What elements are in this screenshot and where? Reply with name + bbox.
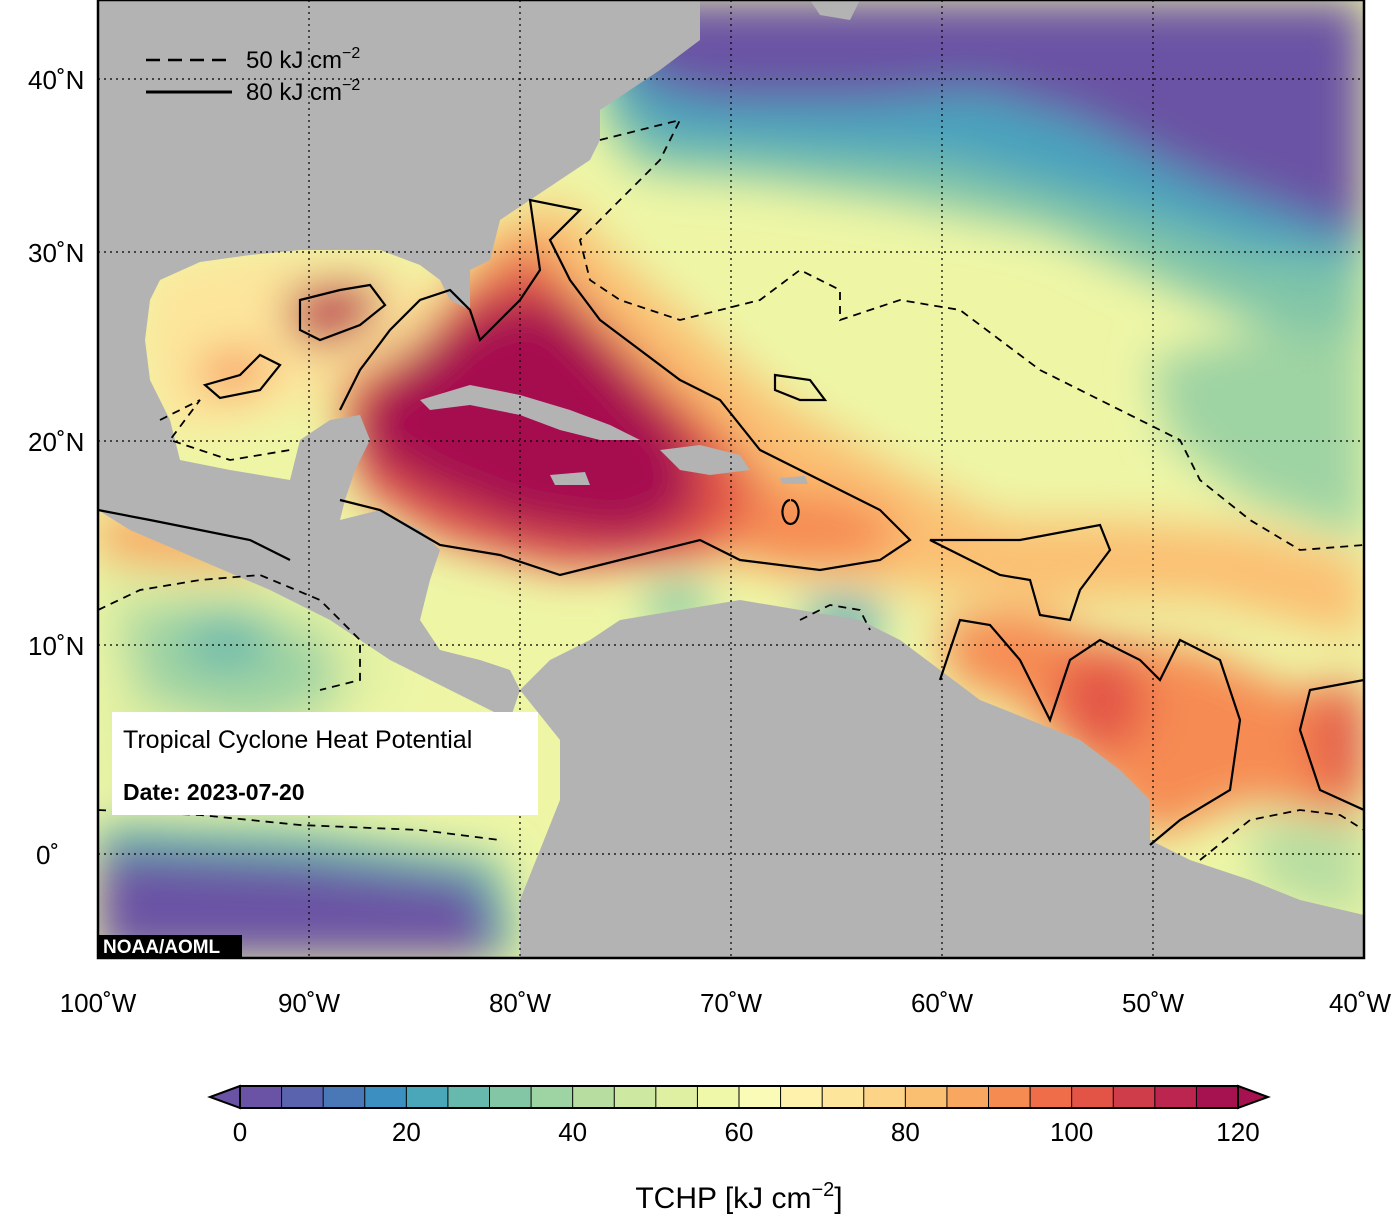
colorbar-cell (531, 1086, 574, 1108)
x-tick-label: 60˚W (911, 988, 974, 1018)
map-frame (96, 0, 1366, 960)
colorbar-cell (240, 1086, 283, 1108)
title-box (112, 712, 538, 815)
colorbar-cell (1154, 1086, 1197, 1108)
y-tick-label: 40˚N (28, 65, 84, 95)
colorbar-tick-label: 100 (1050, 1117, 1093, 1147)
colorbar-cell (822, 1086, 865, 1108)
contour-80-ring-a (781, 498, 800, 526)
colorbar-min-arrow (207, 1084, 241, 1110)
colorbar-cell (281, 1086, 324, 1108)
jamaica-island (550, 472, 590, 485)
south-america-land (520, 600, 1364, 958)
colorbar-cell (489, 1086, 532, 1108)
colorbar-tick-label: 60 (725, 1117, 754, 1147)
contour-legend: 50 kJ cm−2 80 kJ cm−2 (146, 45, 360, 106)
colorbar-cell (447, 1086, 490, 1108)
credit-label: NOAA/AOML (103, 937, 221, 958)
hispaniola-island (660, 445, 750, 475)
contour-80-south (938, 618, 1242, 846)
colorbar-cell (988, 1086, 1031, 1108)
x-tick-label: 100˚W (60, 988, 137, 1018)
map-panel: Tropical Cyclone Heat Potential Date: 20… (98, 0, 1364, 958)
y-tick-label: 0˚ (36, 840, 59, 870)
colorbar-cell (364, 1086, 407, 1108)
colorbar-cell (780, 1086, 823, 1108)
legend-label-50: 50 kJ cm−2 (246, 45, 360, 74)
map-title: Tropical Cyclone Heat Potential (123, 726, 472, 754)
colorbar-title: TCHP [kJ cm−2] (635, 1179, 842, 1215)
contour-50-north (579, 118, 1364, 551)
date-label: Date: 2023-07-20 (123, 779, 305, 805)
y-axis: 40˚N 30˚N 20˚N 10˚N 0˚ (28, 65, 84, 870)
colorbar-cell (1030, 1086, 1073, 1108)
colorbar-cell (863, 1086, 906, 1108)
contour-50-carib (799, 604, 871, 631)
colorbar-cell (572, 1086, 615, 1108)
contour-50-pacific (98, 574, 361, 691)
credit-box (98, 935, 242, 958)
greenland-tip-land (810, 0, 860, 20)
contour-80-east (929, 523, 1112, 622)
x-tick-label: 50˚W (1122, 988, 1185, 1018)
contour-50-gulf (159, 399, 291, 461)
colorbar: 0 20 40 60 80 100 120 TCHP [kJ cm−2] (207, 1084, 1271, 1215)
x-tick-label: 80˚W (489, 988, 552, 1018)
contour-50-lines (98, 118, 1364, 861)
y-tick-label: 30˚N (28, 238, 84, 268)
x-axis: 100˚W 90˚W 80˚W 70˚W 60˚W 50˚W 40˚W (60, 988, 1392, 1018)
puerto-rico-island (780, 476, 808, 484)
contour-80-ring-b (773, 373, 828, 402)
colorbar-cell (1113, 1086, 1156, 1108)
x-tick-label: 70˚W (700, 988, 763, 1018)
colorbar-cell (739, 1086, 782, 1108)
colorbar-cell (614, 1086, 657, 1108)
colorbar-cell (1196, 1086, 1239, 1108)
colorbar-tick-label: 0 (233, 1117, 247, 1147)
legend-label-80: 80 kJ cm−2 (246, 77, 360, 106)
colorbar-cell (697, 1086, 740, 1108)
colorbar-cell (946, 1086, 989, 1108)
cuba-island (420, 385, 640, 440)
contour-50-equator (98, 809, 501, 841)
colorbar-cell (406, 1086, 449, 1108)
x-tick-label: 40˚W (1329, 988, 1392, 1018)
contour-lines (98, 198, 1364, 846)
colorbar-tick-label: 120 (1216, 1117, 1259, 1147)
colorbar-tick-label: 20 (392, 1117, 421, 1147)
colorbar-max-arrow (1237, 1084, 1271, 1110)
colorbar-tick-label: 80 (891, 1117, 920, 1147)
contour-80-atlantic (339, 198, 912, 577)
contour-50-se (1199, 809, 1364, 861)
contour-80-gulf (298, 283, 387, 342)
x-tick-label: 90˚W (278, 988, 341, 1018)
contour-80-pacific (98, 508, 291, 561)
y-tick-label: 10˚N (28, 631, 84, 661)
colorbar-cell (905, 1086, 948, 1108)
colorbar-cell (1071, 1086, 1114, 1108)
y-tick-label: 20˚N (28, 427, 84, 457)
contour-80-far-east (1298, 678, 1364, 812)
colorbar-cell (655, 1086, 698, 1108)
colorbar-cell (323, 1086, 366, 1108)
colorbar-tick-label: 40 (558, 1117, 587, 1147)
contour-80-gulf-2 (202, 353, 282, 400)
